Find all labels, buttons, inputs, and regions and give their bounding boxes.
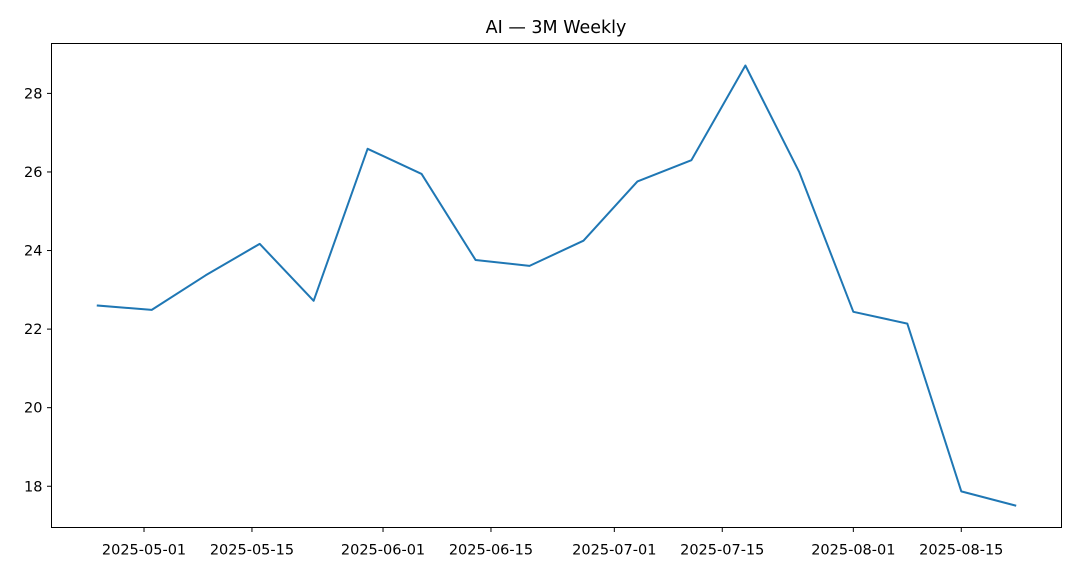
y-tick-label: 28 bbox=[24, 86, 42, 102]
x-tick-label: 2025-07-15 bbox=[680, 543, 764, 559]
y-tick-label: 26 bbox=[24, 165, 42, 181]
series-line bbox=[96, 64, 1017, 507]
x-tick-label: 2025-05-15 bbox=[210, 543, 294, 559]
y-tick-label: 24 bbox=[24, 244, 42, 260]
x-tick-label: 2025-05-01 bbox=[102, 543, 186, 559]
y-tick-label: 18 bbox=[24, 479, 42, 495]
x-axis: 2025-05-01 2025-05-15 2025-06-01 2025-06-15… bbox=[102, 527, 1003, 559]
x-tick-label: 2025-06-15 bbox=[449, 543, 533, 559]
y-tick-label: 20 bbox=[24, 401, 42, 417]
x-tick-label: 2025-08-15 bbox=[919, 543, 1003, 559]
chart-title: AI — 3M Weekly bbox=[486, 18, 627, 38]
y-axis: 18 20 22 24 26 28 bbox=[24, 86, 52, 495]
x-tick-label: 2025-08-01 bbox=[811, 543, 895, 559]
plot-area bbox=[96, 64, 1017, 507]
x-tick-label: 2025-06-01 bbox=[341, 543, 425, 559]
y-tick-label: 22 bbox=[24, 322, 42, 338]
x-tick-label: 2025-07-01 bbox=[572, 543, 656, 559]
plot-frame bbox=[51, 43, 1062, 528]
